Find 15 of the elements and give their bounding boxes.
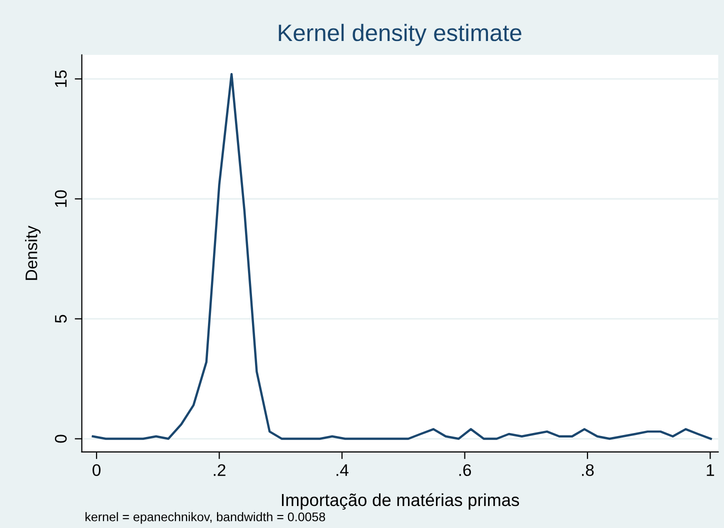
y-tick-label: 0 — [54, 434, 67, 443]
chart-title: Kernel density estimate — [278, 24, 522, 46]
x-tick-label: 0 — [92, 464, 101, 476]
x-tick-label: .4 — [336, 464, 348, 476]
x-axis-title: Importação de matérias primas — [282, 493, 520, 510]
x-tick-label: .8 — [582, 464, 594, 476]
x-tick-label: 1 — [706, 464, 714, 476]
text: kernel = epanechnikov, bandwidth = 0.0058 — [86, 512, 326, 524]
y-tick-label: 15 — [55, 70, 67, 87]
y-tick-label: 5 — [55, 314, 67, 323]
x-tick-label: .6 — [459, 464, 471, 476]
y-axis-title: Density — [25, 226, 41, 280]
line-series — [92, 72, 712, 440]
x-tick-label: .2 — [214, 464, 226, 476]
y-tick-label: 10 — [54, 190, 67, 207]
